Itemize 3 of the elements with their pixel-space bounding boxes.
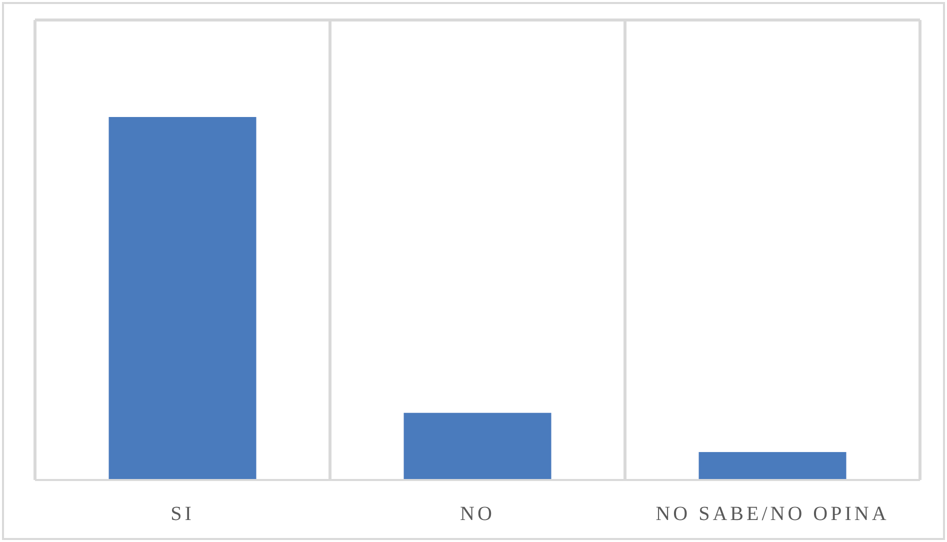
x-tick-label: NO	[460, 503, 495, 525]
x-tick-label: SI	[170, 503, 194, 525]
x-tick-label: NO SABE/NO OPINA	[656, 503, 890, 525]
